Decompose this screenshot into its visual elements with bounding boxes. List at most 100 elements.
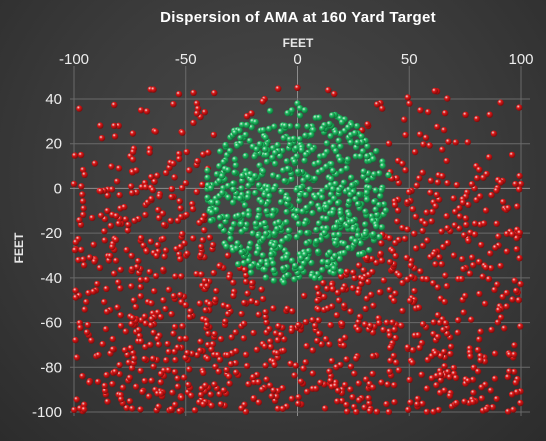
- green-data-point: [300, 260, 307, 267]
- red-data-point: [182, 179, 190, 187]
- green-data-point: [334, 200, 342, 207]
- red-data-point: [154, 172, 161, 179]
- red-data-point: [328, 303, 336, 310]
- red-data-point: [424, 356, 431, 363]
- red-data-point: [289, 308, 296, 315]
- red-data-point: [267, 343, 275, 351]
- red-data-point: [328, 357, 336, 365]
- chart-title: Dispersion of AMA at 160 Yard Target: [160, 9, 436, 26]
- red-data-point: [189, 200, 196, 208]
- green-data-point: [296, 105, 304, 112]
- green-data-point: [326, 199, 334, 206]
- red-data-point: [203, 321, 211, 329]
- red-data-point: [164, 340, 171, 348]
- red-data-point: [154, 309, 161, 316]
- red-data-point: [204, 341, 212, 349]
- red-data-point: [341, 302, 348, 309]
- red-data-point: [275, 85, 282, 92]
- red-data-point: [200, 151, 207, 158]
- red-data-point: [366, 400, 373, 407]
- red-data-point: [432, 203, 439, 210]
- red-data-point: [209, 341, 217, 348]
- red-data-point: [401, 235, 409, 242]
- red-data-point: [170, 292, 178, 300]
- red-data-point: [434, 333, 442, 341]
- red-data-point: [167, 217, 174, 224]
- green-data-point: [297, 184, 304, 192]
- x-tick-label: 0: [293, 51, 301, 68]
- green-data-point: [283, 208, 290, 216]
- red-data-point: [331, 90, 338, 98]
- green-data-point: [362, 208, 369, 215]
- green-data-point: [268, 251, 275, 258]
- red-data-point: [238, 405, 245, 412]
- red-data-point: [284, 305, 291, 312]
- red-data-point: [154, 335, 161, 342]
- red-data-point: [188, 350, 196, 357]
- red-data-point: [253, 299, 261, 307]
- green-data-point: [364, 143, 371, 150]
- red-data-point: [177, 243, 184, 250]
- red-data-point: [258, 386, 266, 393]
- red-data-point: [71, 246, 79, 254]
- red-data-point: [471, 220, 479, 227]
- red-data-point: [142, 343, 149, 351]
- green-data-point: [270, 267, 277, 274]
- green-data-point: [336, 255, 344, 262]
- red-data-point: [378, 240, 385, 247]
- red-data-point: [81, 401, 88, 408]
- green-data-point: [275, 173, 282, 181]
- red-data-point: [433, 191, 441, 198]
- red-data-point: [418, 339, 426, 347]
- green-data-point: [293, 145, 300, 152]
- red-data-point: [168, 310, 175, 318]
- red-data-point: [508, 151, 516, 159]
- red-data-point: [511, 342, 518, 349]
- green-data-point: [237, 134, 244, 142]
- red-data-point: [335, 297, 343, 304]
- x-tick-label: -100: [59, 51, 89, 68]
- green-data-point: [340, 179, 348, 186]
- red-data-point: [198, 271, 205, 278]
- red-data-point: [163, 357, 170, 364]
- red-data-point: [460, 309, 467, 316]
- red-data-point: [79, 373, 86, 380]
- red-data-point: [374, 101, 381, 108]
- red-data-point: [461, 398, 468, 405]
- red-data-point: [281, 336, 288, 343]
- red-data-point: [170, 330, 177, 337]
- red-data-point: [126, 398, 134, 405]
- red-data-point: [115, 165, 123, 172]
- red-data-point: [494, 319, 502, 326]
- green-data-point: [349, 182, 356, 189]
- red-data-point: [468, 181, 476, 188]
- red-data-point: [175, 150, 183, 158]
- red-data-point: [268, 393, 275, 400]
- red-data-point: [427, 189, 434, 196]
- red-data-point: [430, 408, 437, 415]
- red-data-point: [416, 131, 424, 138]
- red-data-point: [311, 322, 319, 329]
- red-data-point: [375, 315, 382, 322]
- green-data-point: [285, 196, 292, 203]
- green-data-point: [217, 148, 224, 155]
- red-data-point: [211, 89, 218, 97]
- red-data-point: [487, 387, 495, 394]
- red-data-point: [121, 346, 129, 354]
- red-data-point: [141, 377, 148, 385]
- green-data-point: [363, 189, 370, 196]
- green-data-point: [240, 211, 248, 218]
- red-data-point: [468, 254, 476, 261]
- red-data-point: [146, 268, 153, 276]
- red-data-point: [174, 344, 181, 351]
- red-data-point: [469, 376, 477, 383]
- red-data-point: [343, 268, 351, 275]
- data-points: [70, 84, 525, 416]
- green-data-point: [330, 231, 338, 239]
- red-data-point: [137, 367, 144, 375]
- red-data-point: [116, 361, 123, 369]
- red-data-point: [503, 289, 510, 297]
- green-data-point: [363, 153, 371, 160]
- red-data-point: [514, 203, 521, 210]
- red-data-point: [423, 276, 431, 283]
